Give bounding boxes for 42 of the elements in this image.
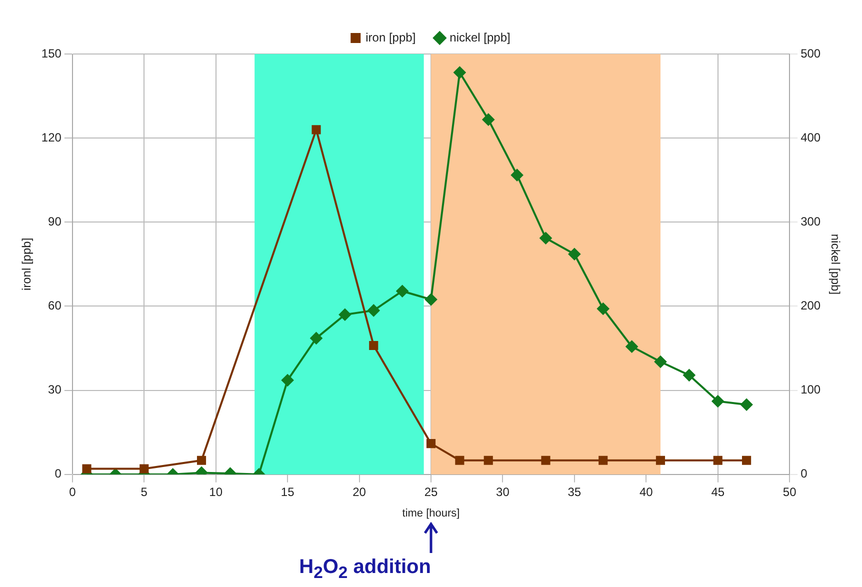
y-tick-label: 120 <box>41 130 62 144</box>
y2-tick-label: 400 <box>800 130 821 144</box>
point <box>598 456 608 465</box>
y2-axis-title: nickel [ppb] <box>828 234 842 295</box>
x-tick-label: 15 <box>280 484 295 499</box>
y2-tick-label: 300 <box>800 214 821 228</box>
x-tick-label: 0 <box>69 484 76 499</box>
point <box>426 439 436 448</box>
y-tick-label: 30 <box>48 382 62 397</box>
y-tick-label: 0 <box>54 466 62 481</box>
x-tick-label: 20 <box>352 484 366 499</box>
y-tick-label: 150 <box>41 46 62 60</box>
y-tick-label: 90 <box>48 214 62 228</box>
text: H$_{2}$O$_{2}$ addition <box>298 556 431 583</box>
x-axis-title: time [hours] <box>402 507 460 520</box>
y-tick-label: 60 <box>48 298 62 313</box>
x-tick-label: 30 <box>496 484 510 499</box>
x-tick-label: 40 <box>639 484 654 499</box>
y-axis-title: ironl [ppb] <box>20 238 34 291</box>
x-tick-label: 35 <box>568 484 582 499</box>
x-tick-label: 25 <box>424 484 438 499</box>
y2-tick-label: 200 <box>800 298 821 313</box>
point <box>484 456 493 465</box>
legend-label: iron [ppb] <box>366 30 416 44</box>
x-tick-label: 45 <box>711 484 725 499</box>
y2-tick-label: 100 <box>800 382 821 397</box>
point <box>196 456 206 465</box>
point <box>312 125 321 134</box>
x-tick-label: 10 <box>209 484 223 499</box>
legend-label: nickel [ppb] <box>450 30 510 44</box>
y2-tick-label: 0 <box>800 466 808 481</box>
x-tick-label: 5 <box>140 484 148 499</box>
point <box>656 456 666 465</box>
y2-tick-label: 500 <box>800 46 821 60</box>
point <box>742 456 752 465</box>
point <box>713 456 722 465</box>
point <box>455 456 464 465</box>
point <box>140 464 149 474</box>
point <box>369 340 378 350</box>
point <box>82 464 92 474</box>
x-tick-label: 50 <box>782 484 797 499</box>
point <box>541 456 550 465</box>
